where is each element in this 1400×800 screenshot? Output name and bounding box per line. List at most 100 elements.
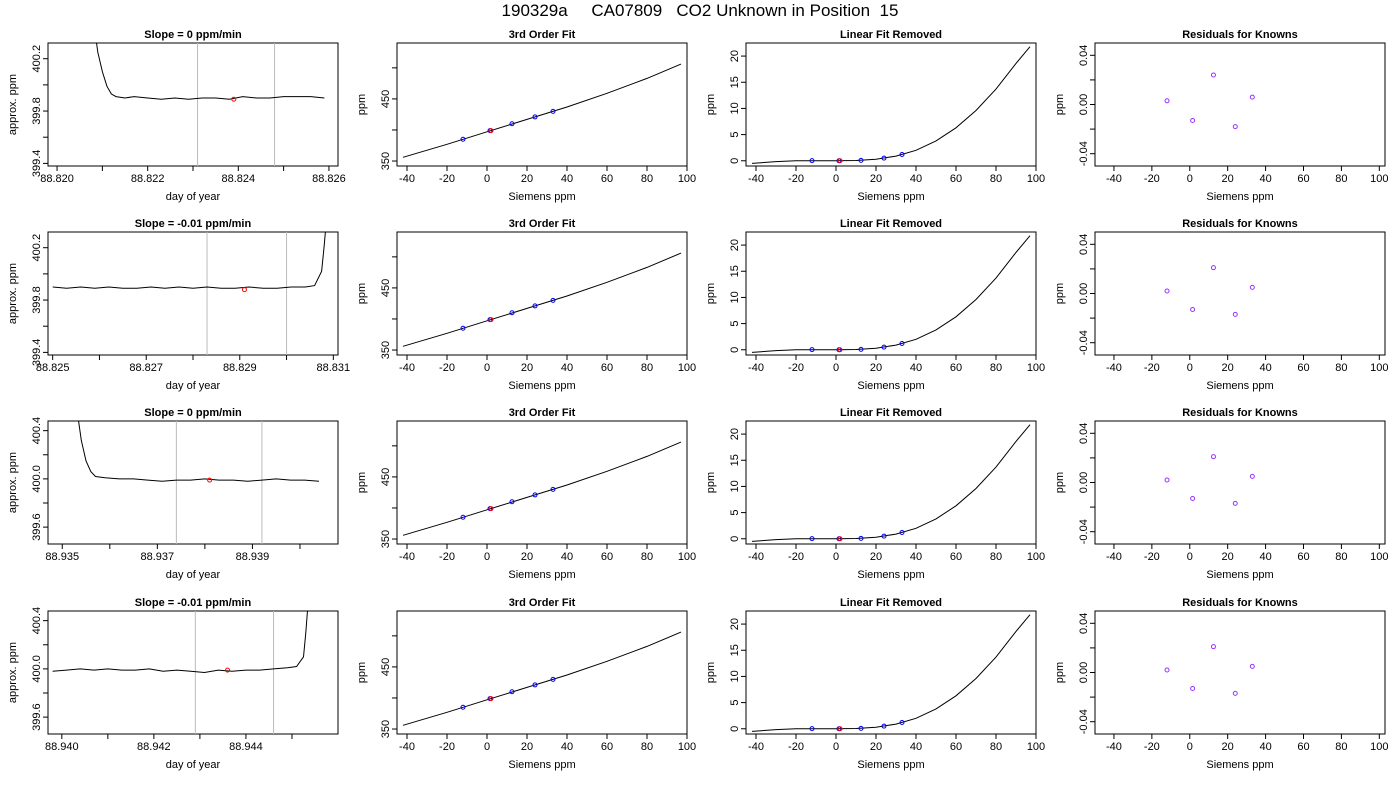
y-tick-label: 450 bbox=[380, 658, 392, 676]
x-tick-label: -40 bbox=[748, 551, 764, 563]
y-tick-label: 0.00 bbox=[1078, 472, 1090, 493]
panel-title: Slope = 0 ppm/min bbox=[144, 407, 242, 419]
x-tick-label: 60 bbox=[950, 551, 962, 563]
y-tick-label: 350 bbox=[380, 341, 392, 359]
series-line bbox=[96, 43, 325, 100]
panel-r2c1: Slope = -0.01 ppm/min 88.825 88.827 88.829 8… bbox=[7, 218, 350, 392]
data-point bbox=[1249, 284, 1255, 290]
y-axis-label: ppm bbox=[356, 283, 368, 304]
y-tick-label: 20 bbox=[729, 50, 741, 62]
x-tick-label: 0 bbox=[1187, 362, 1193, 374]
data-point bbox=[858, 157, 864, 163]
data-point bbox=[1232, 311, 1238, 317]
y-tick-label: -0.04 bbox=[1078, 141, 1090, 166]
y-axis-label: ppm bbox=[1054, 94, 1066, 115]
x-tick-label: -20 bbox=[788, 551, 804, 563]
x-tick-label: 80 bbox=[990, 362, 1002, 374]
x-tick-label: 0 bbox=[1187, 551, 1193, 563]
y-axis-label: ppm bbox=[356, 94, 368, 115]
panel-title: 3rd Order Fit bbox=[509, 218, 576, 230]
data-point bbox=[509, 121, 515, 127]
data-point bbox=[1249, 94, 1255, 100]
x-axis-label: day of year bbox=[166, 380, 221, 392]
x-tick-label: 80 bbox=[1335, 741, 1347, 753]
x-tick-label: 80 bbox=[1335, 551, 1347, 563]
x-tick-label: 100 bbox=[1027, 741, 1045, 753]
x-tick-label: -40 bbox=[748, 173, 764, 185]
y-tick-label: 10 bbox=[729, 291, 741, 303]
x-tick-label: -20 bbox=[788, 362, 804, 374]
y-tick-label: 10 bbox=[729, 670, 741, 682]
data-point bbox=[532, 682, 538, 688]
x-tick-label: 80 bbox=[641, 551, 653, 563]
panel-title: Residuals for Knowns bbox=[1182, 29, 1298, 41]
panel-title: 3rd Order Fit bbox=[509, 597, 576, 609]
y-axis-label: approx. ppm bbox=[7, 74, 19, 135]
x-tick-label: 100 bbox=[1370, 741, 1388, 753]
x-tick-label: 20 bbox=[870, 741, 882, 753]
x-tick-label: -40 bbox=[1106, 551, 1122, 563]
panel-title: 3rd Order Fit bbox=[509, 407, 576, 419]
data-point bbox=[899, 719, 905, 725]
panel-title: 3rd Order Fit bbox=[509, 29, 576, 41]
y-tick-label: 350 bbox=[380, 720, 392, 738]
y-tick-label: 450 bbox=[380, 279, 392, 297]
x-tick-label: 40 bbox=[1259, 173, 1271, 185]
x-axis-label: Siemens ppm bbox=[508, 380, 575, 392]
data-point bbox=[1190, 117, 1196, 123]
y-tick-label: 0.04 bbox=[1078, 423, 1090, 444]
y-tick-label: 0 bbox=[729, 158, 741, 164]
x-tick-label: -20 bbox=[439, 551, 455, 563]
data-point bbox=[809, 726, 815, 732]
x-tick-label: 60 bbox=[950, 362, 962, 374]
y-tick-label: 0 bbox=[729, 347, 741, 353]
y-tick-label: 399.4 bbox=[31, 150, 43, 178]
y-tick-label: 350 bbox=[380, 152, 392, 170]
plot-frame bbox=[1094, 231, 1386, 356]
x-tick-label: 60 bbox=[1297, 551, 1309, 563]
panel-r4c1: Slope = -0.01 ppm/min 88.940 88.942 88.944 3… bbox=[7, 597, 339, 771]
x-axis-label: Siemens ppm bbox=[508, 191, 575, 203]
series-line bbox=[52, 232, 326, 289]
data-point bbox=[532, 303, 538, 309]
data-point bbox=[488, 506, 494, 512]
panel-r3c1: Slope = 0 ppm/min 88.935 88.937 88.939 399.6… bbox=[7, 407, 339, 581]
y-axis-label: ppm bbox=[356, 472, 368, 493]
panel-title: Linear Fit Removed bbox=[840, 218, 942, 230]
y-tick-label: 5 bbox=[729, 510, 741, 516]
y-tick-label: 0.04 bbox=[1078, 613, 1090, 634]
y-tick-label: 450 bbox=[380, 90, 392, 108]
panel-r3c4: Residuals for Knowns -40 -20 0 20 40 60 80 100 -0… bbox=[1054, 407, 1388, 581]
data-point bbox=[532, 114, 538, 120]
x-tick-label: 100 bbox=[678, 173, 696, 185]
x-tick-label: 80 bbox=[1335, 173, 1347, 185]
data-point bbox=[1210, 644, 1216, 650]
data-point bbox=[837, 158, 843, 164]
panel-title: Slope = 0 ppm/min bbox=[144, 29, 242, 41]
series-line bbox=[751, 235, 1031, 353]
x-tick-label: 60 bbox=[601, 173, 613, 185]
x-tick-label: 40 bbox=[910, 551, 922, 563]
y-tick-label: 0.00 bbox=[1078, 662, 1090, 683]
y-tick-label: 400.2 bbox=[31, 45, 43, 73]
y-tick-label: 5 bbox=[729, 321, 741, 327]
x-tick-label: 0 bbox=[833, 551, 839, 563]
series-line bbox=[751, 424, 1031, 542]
x-tick-label: -40 bbox=[399, 551, 415, 563]
plot-frame bbox=[1094, 42, 1386, 167]
x-tick-label: 40 bbox=[561, 551, 573, 563]
x-tick-label: -20 bbox=[1144, 362, 1160, 374]
x-tick-label: 40 bbox=[561, 741, 573, 753]
plot-frame bbox=[396, 610, 688, 735]
panel-r4c3: Linear Fit Removed -40 -20 0 20 40 60 80 100 0 5 10… bbox=[705, 597, 1045, 771]
x-axis-label: Siemens ppm bbox=[857, 380, 924, 392]
data-point bbox=[1210, 265, 1216, 271]
data-point bbox=[509, 689, 515, 695]
y-axis-label: ppm bbox=[356, 662, 368, 683]
panel-title: Residuals for Knowns bbox=[1182, 407, 1298, 419]
y-tick-label: 20 bbox=[729, 239, 741, 251]
y-tick-label: 15 bbox=[729, 454, 741, 466]
x-tick-label: -40 bbox=[1106, 362, 1122, 374]
x-tick-label: 80 bbox=[990, 173, 1002, 185]
data-point bbox=[509, 499, 515, 505]
